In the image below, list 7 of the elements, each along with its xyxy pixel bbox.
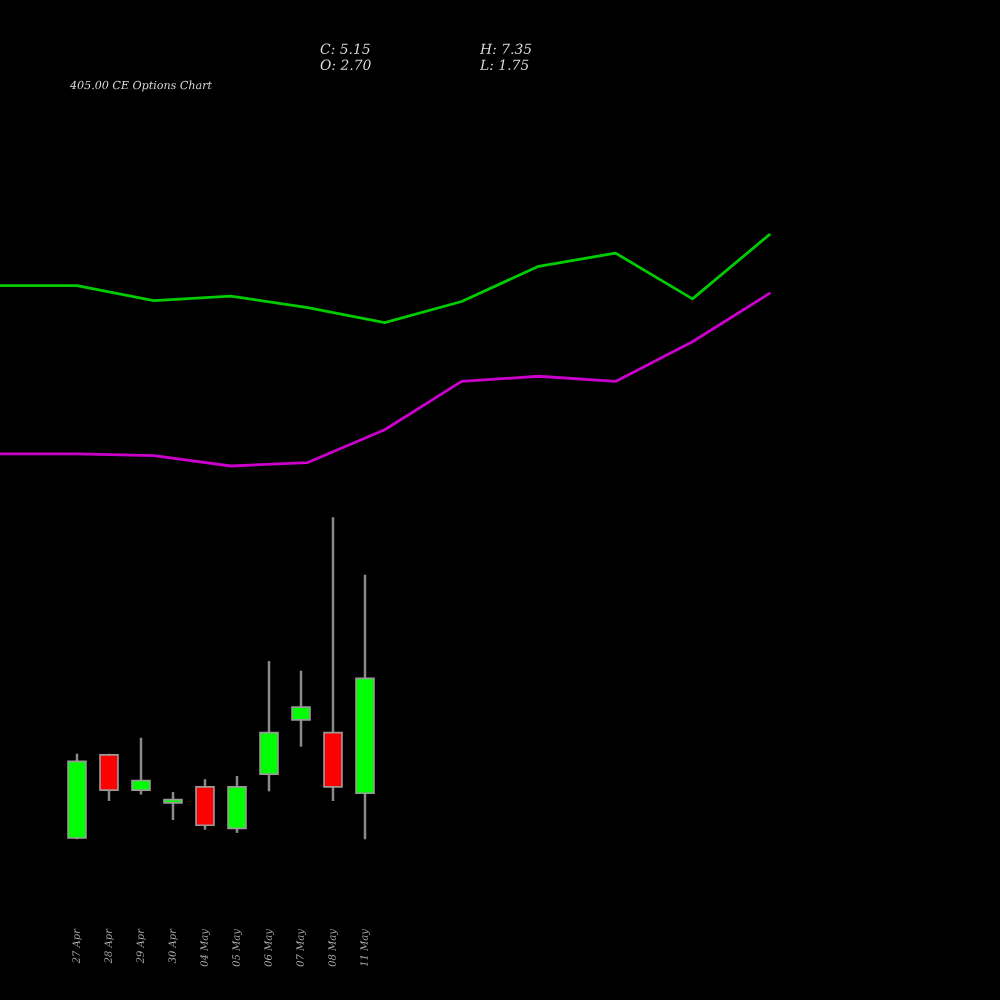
candlestick <box>131 737 151 795</box>
candlestick <box>291 670 311 747</box>
candlestick <box>227 776 247 833</box>
candlestick <box>163 792 183 821</box>
candlestick <box>195 779 215 830</box>
candlestick <box>259 661 279 792</box>
candlestick <box>99 753 119 801</box>
